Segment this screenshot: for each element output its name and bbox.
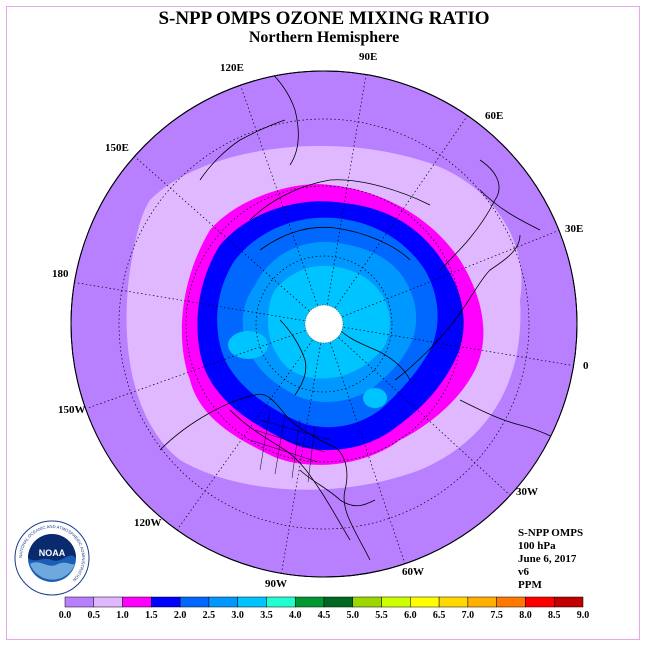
contour-blob-alaska bbox=[228, 331, 268, 359]
lon-label-30w: 30W bbox=[516, 486, 538, 498]
legend-tick-label: 3.0 bbox=[231, 610, 244, 621]
info-level: 100 hPa bbox=[518, 540, 556, 552]
lon-label-150w: 150W bbox=[58, 404, 86, 416]
legend-tick-label: 8.0 bbox=[519, 610, 532, 621]
legend-swatch bbox=[93, 596, 123, 608]
legend-tick-label: 8.5 bbox=[548, 610, 561, 621]
legend-tick-label: 5.0 bbox=[347, 610, 360, 621]
info-units: PPM bbox=[518, 579, 542, 591]
legend-swatch bbox=[64, 596, 95, 608]
figure-frame bbox=[6, 6, 640, 640]
legend-swatch bbox=[179, 596, 210, 608]
legend-tick-label: 7.0 bbox=[462, 610, 475, 621]
latitude-circles bbox=[118, 118, 530, 530]
legend-swatch bbox=[237, 596, 267, 608]
legend-swatch bbox=[553, 596, 584, 608]
legend-swatch bbox=[467, 596, 497, 608]
info-instrument: S-NPP OMPS bbox=[518, 527, 584, 539]
legend-tick-label: 0.5 bbox=[88, 610, 101, 621]
legend-swatch bbox=[323, 596, 354, 608]
lon-label-90w: 90W bbox=[265, 578, 287, 590]
noaa-logo-icon: NOAA NATIONAL OCEANIC AND ATMOSPHERIC AD… bbox=[14, 520, 90, 596]
legend-tick-label: 4.0 bbox=[289, 610, 302, 621]
legend-tick-label: 0.0 bbox=[59, 610, 72, 621]
disc-border bbox=[70, 70, 578, 578]
lon-label-180: 180 bbox=[52, 268, 69, 280]
legend-tick-label: 5.5 bbox=[375, 610, 388, 621]
lon-label-0: 0 bbox=[583, 360, 589, 372]
lon-label-150e: 150E bbox=[105, 142, 129, 154]
pole-hole bbox=[304, 304, 344, 344]
legend-swatch bbox=[410, 596, 440, 608]
lon-label-60w: 60W bbox=[402, 566, 424, 578]
lon-label-120e: 120E bbox=[220, 62, 244, 74]
info-version: v6 bbox=[518, 566, 529, 578]
legend-tick-label: 6.5 bbox=[433, 610, 446, 621]
legend-swatch bbox=[438, 596, 469, 608]
lon-label-30e: 30E bbox=[565, 223, 584, 235]
us-state-lines bbox=[249, 409, 331, 483]
contour-blob-greenland bbox=[363, 388, 387, 408]
legend-swatch bbox=[151, 596, 181, 608]
map-subtitle: Northern Hemisphere bbox=[248, 29, 400, 46]
legend-tick-label: 2.0 bbox=[174, 610, 187, 621]
coastlines bbox=[159, 71, 576, 561]
lon-label-90e: 90E bbox=[359, 51, 378, 63]
lon-label-120w: 120W bbox=[134, 517, 162, 529]
legend-swatch bbox=[294, 596, 325, 608]
legend-swatch bbox=[381, 596, 411, 608]
legend-swatch bbox=[496, 596, 526, 608]
legend-swatch bbox=[208, 596, 238, 608]
legend-swatch bbox=[352, 596, 382, 608]
legend-swatch bbox=[525, 596, 555, 608]
legend-tick-label: 7.5 bbox=[490, 610, 503, 621]
legend-tick-label: 3.5 bbox=[260, 610, 273, 621]
meridians bbox=[71, 71, 577, 577]
legend-swatch bbox=[122, 596, 152, 608]
legend-tick-label: 2.5 bbox=[203, 610, 216, 621]
logo-text: NOAA bbox=[39, 548, 66, 558]
legend-tick-label: 4.5 bbox=[318, 610, 331, 621]
info-block: S-NPP OMPS 100 hPa June 6, 2017 v6 PPM bbox=[518, 527, 583, 592]
legend-tick-label: 1.0 bbox=[116, 610, 129, 621]
legend-tick-label: 6.0 bbox=[404, 610, 417, 621]
legend-tick-label: 9.0 bbox=[577, 610, 590, 621]
info-date: June 6, 2017 bbox=[518, 553, 577, 565]
legend-swatch bbox=[266, 596, 296, 608]
map-title: S-NPP OMPS OZONE MIXING RATIO bbox=[158, 8, 490, 29]
lon-label-60e: 60E bbox=[485, 110, 504, 122]
legend-tick-label: 1.5 bbox=[145, 610, 158, 621]
